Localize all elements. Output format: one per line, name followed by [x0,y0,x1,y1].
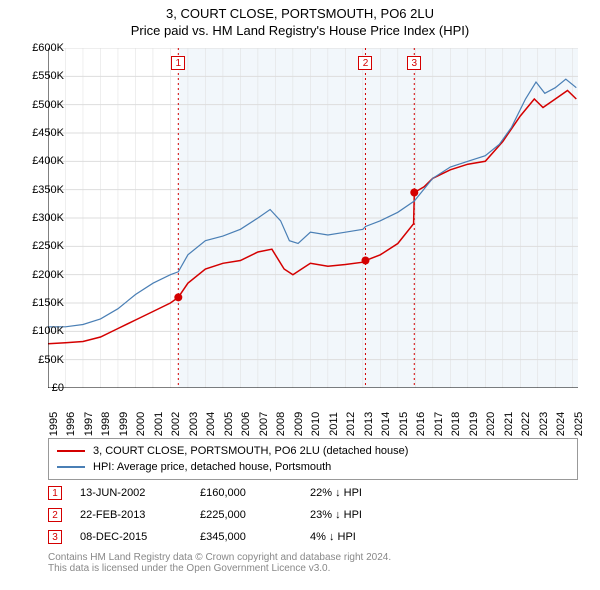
sale-date: 22-FEB-2013 [80,509,200,521]
legend-row: 3, COURT CLOSE, PORTSMOUTH, PO6 2LU (det… [57,443,569,459]
sale-row: 1 13-JUN-2002£160,00022% ↓ HPI [48,482,578,504]
x-tick-label: 1996 [65,412,77,436]
footer: Contains HM Land Registry data © Crown c… [48,552,578,574]
y-tick-label: £0 [52,382,64,394]
legend-swatch [57,450,85,452]
x-tick-label: 2020 [485,412,497,436]
x-tick-label: 2023 [538,412,550,436]
y-tick-label: £350K [32,184,64,196]
x-tick-label: 2013 [363,412,375,436]
y-tick-label: £400K [32,155,64,167]
x-tick-label: 1995 [48,412,60,436]
x-tick-label: 1997 [83,412,95,436]
x-tick-label: 2009 [293,412,305,436]
x-tick-label: 2014 [380,412,392,436]
x-tick-label: 2003 [188,412,200,436]
y-tick-label: £550K [32,70,64,82]
x-tick-label: 2001 [153,412,165,436]
event-marker: 3 [407,56,421,70]
y-tick-label: £450K [32,127,64,139]
x-tick-label: 2022 [520,412,532,436]
x-tick-label: 2007 [258,412,270,436]
footer-line-1: Contains HM Land Registry data © Crown c… [48,552,578,563]
y-tick-label: £250K [32,240,64,252]
sale-price: £225,000 [200,509,310,521]
chart-container: 3, COURT CLOSE, PORTSMOUTH, PO6 2LU Pric… [0,0,600,590]
x-tick-label: 2002 [170,412,182,436]
x-tick-label: 2017 [433,412,445,436]
sale-marker-box: 3 [48,530,62,544]
x-tick-label: 2025 [573,412,585,436]
title-block: 3, COURT CLOSE, PORTSMOUTH, PO6 2LU Pric… [0,0,600,38]
legend-label: HPI: Average price, detached house, Port… [93,461,331,473]
y-tick-label: £100K [32,325,64,337]
x-tick-label: 2018 [450,412,462,436]
x-tick-label: 1998 [100,412,112,436]
y-tick-label: £600K [32,42,64,54]
x-tick-label: 2015 [398,412,410,436]
event-marker: 2 [358,56,372,70]
sale-diff: 23% ↓ HPI [310,509,430,521]
sale-diff: 22% ↓ HPI [310,487,430,499]
legend-label: 3, COURT CLOSE, PORTSMOUTH, PO6 2LU (det… [93,445,408,457]
sale-row: 2 22-FEB-2013£225,00023% ↓ HPI [48,504,578,526]
x-tick-label: 2004 [205,412,217,436]
y-tick-label: £50K [38,354,64,366]
y-tick-label: £500K [32,99,64,111]
chart-svg [48,48,578,388]
sale-row: 3 08-DEC-2015£345,0004% ↓ HPI [48,526,578,548]
legend-swatch [57,466,85,468]
y-tick-label: £150K [32,297,64,309]
footer-line-2: This data is licensed under the Open Gov… [48,563,578,574]
sale-price: £160,000 [200,487,310,499]
sale-marker-box: 2 [48,508,62,522]
sale-marker-box: 1 [48,486,62,500]
sale-date: 08-DEC-2015 [80,531,200,543]
sales-table: 1 13-JUN-2002£160,00022% ↓ HPI 2 22-FEB-201… [48,482,578,548]
x-tick-label: 2000 [135,412,147,436]
x-tick-label: 2006 [240,412,252,436]
y-tick-label: £300K [32,212,64,224]
sale-date: 13-JUN-2002 [80,487,200,499]
x-tick-label: 2011 [328,412,340,436]
legend-box: 3, COURT CLOSE, PORTSMOUTH, PO6 2LU (det… [48,438,578,480]
x-tick-label: 2016 [415,412,427,436]
legend-row: HPI: Average price, detached house, Port… [57,459,569,475]
x-tick-label: 2012 [345,412,357,436]
title-sub: Price paid vs. HM Land Registry's House … [0,23,600,38]
x-tick-label: 1999 [118,412,130,436]
title-main: 3, COURT CLOSE, PORTSMOUTH, PO6 2LU [0,6,600,21]
y-tick-label: £200K [32,269,64,281]
chart-area [48,48,578,388]
sale-price: £345,000 [200,531,310,543]
x-tick-label: 2005 [223,412,235,436]
x-tick-label: 2008 [275,412,287,436]
x-tick-label: 2021 [503,412,515,436]
x-tick-label: 2019 [468,412,480,436]
event-marker: 1 [171,56,185,70]
x-tick-label: 2010 [310,412,322,436]
x-tick-label: 2024 [555,412,567,436]
sale-diff: 4% ↓ HPI [310,531,430,543]
